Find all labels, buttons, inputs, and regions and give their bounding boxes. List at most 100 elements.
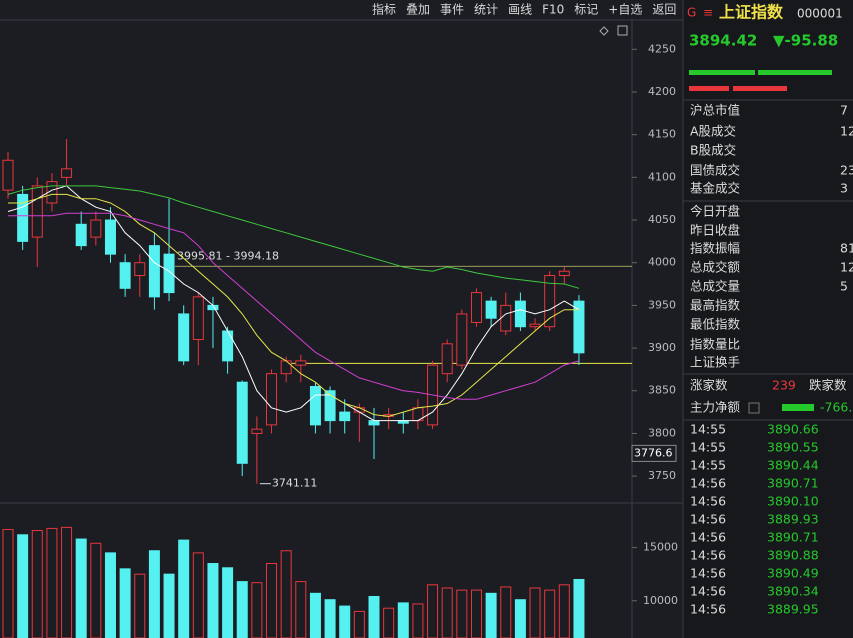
window-icon	[617, 25, 628, 36]
candle-body	[90, 219, 102, 238]
change: ▼-95.88	[773, 32, 838, 50]
volume-bar	[222, 567, 234, 638]
candle-body	[324, 390, 336, 422]
candle-body	[295, 360, 307, 366]
toolbar-button[interactable]: 标记	[574, 3, 598, 17]
volume-bar	[353, 610, 365, 638]
moving-average	[8, 193, 579, 417]
volume-bar	[134, 573, 146, 638]
toolbar-button[interactable]: 事件	[440, 3, 464, 17]
volume-bar	[17, 534, 29, 638]
stat-label: 最高指数	[690, 298, 741, 313]
flow-value: -766.	[820, 400, 852, 415]
trade-time: 14:56	[690, 584, 726, 599]
stat-value: 7	[840, 103, 848, 118]
trade-time: 14:56	[690, 512, 726, 527]
volume-bar	[427, 584, 439, 638]
candle-body	[251, 428, 263, 434]
y-tick-label: 4050	[648, 213, 676, 226]
candle-body	[514, 300, 526, 328]
y-tick-label: 4100	[648, 170, 676, 183]
volume-bar	[119, 568, 131, 638]
trade-price: 3890.66	[767, 422, 819, 437]
candle-body	[61, 168, 73, 178]
breadth-up-count: 239	[772, 378, 796, 393]
y-tick-label: 10000	[643, 594, 678, 607]
volume-bar	[558, 584, 570, 638]
volume-bar	[148, 550, 160, 638]
volume-bar	[456, 589, 468, 638]
menu-icon[interactable]: ≡	[703, 6, 713, 20]
candle-body	[119, 262, 131, 289]
volume-bar	[529, 587, 541, 638]
stat-value: 3	[840, 181, 848, 196]
trade-price: 3889.95	[767, 602, 819, 617]
volume-bar	[500, 586, 512, 638]
candle-body	[148, 245, 160, 298]
trade-time: 14:55	[690, 440, 726, 455]
volume-bar	[397, 602, 409, 638]
flow-label: 主力净额	[690, 400, 741, 415]
stat-label: 指数量比	[690, 337, 740, 352]
marker: G	[687, 6, 696, 20]
toolbar-button[interactable]: +自选	[608, 3, 642, 17]
stat-label: 上证换手	[690, 355, 740, 370]
candle-body	[163, 253, 175, 294]
volume-bar	[266, 563, 278, 638]
trade-price: 3890.88	[767, 548, 819, 563]
trade-time: 14:55	[690, 422, 726, 437]
volume-bar	[178, 539, 190, 638]
volume-bar	[163, 573, 175, 638]
index-code: 000001	[797, 7, 843, 21]
y-tick-label: 4150	[648, 128, 676, 141]
sell-bar	[733, 86, 787, 91]
stat-label: 指数振幅	[690, 241, 740, 256]
trade-price: 3890.71	[767, 530, 819, 545]
volume-bar	[90, 542, 102, 638]
candle-body	[544, 275, 556, 328]
candle-body	[339, 411, 351, 422]
trade-price: 3890.10	[767, 494, 819, 509]
y-tick-label: 4250	[648, 42, 676, 55]
toolbar-button[interactable]: 统计	[474, 3, 498, 17]
toolbar-button[interactable]: 叠加	[406, 3, 430, 17]
stat-label: 国债成交	[690, 163, 740, 178]
y-tick-label: 3850	[648, 384, 676, 397]
candle-body	[529, 323, 541, 328]
volume-bar	[2, 528, 14, 638]
y-tick-label: 3750	[648, 469, 676, 482]
stat-value: 12	[840, 260, 853, 275]
quote-panel	[683, 0, 853, 638]
toolbar-button[interactable]: F10	[542, 3, 564, 17]
volume-bar	[412, 603, 424, 638]
toolbar-button[interactable]: 画线	[508, 3, 532, 17]
volume-bar	[280, 550, 292, 638]
candle-body	[470, 292, 482, 323]
candle-body	[441, 343, 453, 375]
price: 3894.42	[689, 32, 757, 50]
volume-bar	[295, 581, 307, 638]
candle-body	[192, 296, 204, 341]
y-tick-label: 15000	[643, 541, 678, 554]
volume-bar	[75, 538, 87, 638]
candle-body	[368, 420, 380, 426]
volume-bar	[368, 596, 380, 638]
buy-bar	[689, 70, 755, 75]
trade-time: 14:56	[690, 602, 726, 617]
cursor-label: 3776.6	[634, 446, 673, 459]
y-tick-label: 4000	[648, 256, 676, 269]
y-tick-label: 3900	[648, 341, 676, 354]
stat-label: B股成交	[690, 143, 736, 158]
candle-body	[456, 313, 468, 366]
buy-bar	[758, 70, 832, 75]
volume-bar	[383, 607, 395, 638]
toolbar-button[interactable]: 指标	[372, 2, 396, 17]
volume-bar	[544, 589, 556, 638]
volume-bar	[339, 605, 351, 638]
index-name: 上证指数	[719, 3, 784, 22]
diamond-icon	[599, 26, 609, 36]
toolbar-button[interactable]: 返回	[652, 3, 676, 17]
candle-body	[31, 185, 43, 238]
volume-bar	[485, 592, 497, 638]
